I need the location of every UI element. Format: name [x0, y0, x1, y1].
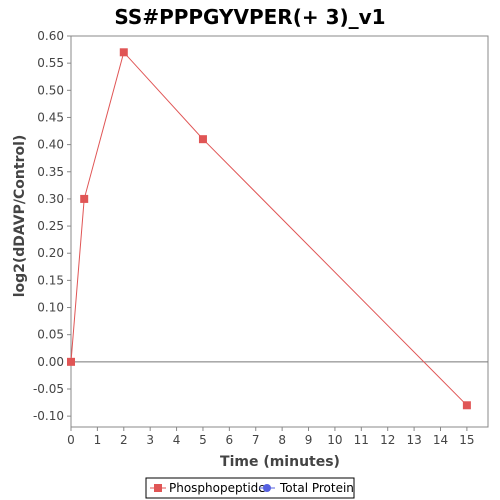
legend-marker-total-protein	[263, 484, 271, 492]
y-tick-label: 0.25	[37, 219, 64, 233]
x-tick-label: 15	[459, 433, 474, 447]
x-tick-label: 11	[354, 433, 369, 447]
y-tick-label: 0.40	[37, 138, 64, 152]
y-tick-label: -0.10	[33, 409, 64, 423]
data-point	[198, 135, 207, 144]
y-tick-label: 0.20	[37, 246, 64, 260]
y-tick-label: 0.60	[37, 29, 64, 43]
legend-label-phosphopeptide: Phosphopeptide	[169, 481, 266, 495]
data-point	[119, 48, 128, 57]
data-point	[462, 401, 471, 410]
y-tick-label: 0.30	[37, 192, 64, 206]
y-tick-label: 0.50	[37, 83, 64, 97]
x-tick-label: 4	[173, 433, 181, 447]
x-tick-label: 12	[380, 433, 395, 447]
y-tick-label: 0.10	[37, 301, 64, 315]
x-tick-label: 13	[406, 433, 421, 447]
x-tick-label: 3	[146, 433, 154, 447]
x-tick-label: 0	[67, 433, 75, 447]
x-tick-label: 6	[226, 433, 234, 447]
legend-box	[145, 477, 355, 499]
y-tick-label: 0.05	[37, 328, 64, 342]
x-tick-label: 8	[278, 433, 286, 447]
x-tick-label: 14	[433, 433, 448, 447]
series-layer	[67, 48, 471, 410]
legend: Phosphopeptide Total Protein	[145, 477, 355, 499]
y-tick-label: 0.00	[37, 355, 64, 369]
plot-area	[70, 35, 489, 428]
y-tick-label: 0.35	[37, 165, 64, 179]
legend-marker-phosphopeptide	[154, 484, 162, 492]
y-tick-label: 0.55	[37, 56, 64, 70]
legend-label-total-protein: Total Protein	[279, 481, 354, 495]
x-tick-label: 7	[252, 433, 260, 447]
x-tick-label: 5	[199, 433, 207, 447]
x-tick-label: 9	[305, 433, 313, 447]
x-tick-label: 1	[94, 433, 102, 447]
y-axis-title: log2(dDAVP/Control)	[12, 135, 28, 298]
x-axis: 0 1 2 3 4 5 6 7 8 9 10 11 12 13 14 15	[67, 427, 475, 447]
chart-title: SS#PPPGYVPER(+ 3)_v1	[114, 5, 385, 29]
x-axis-title: Time (minutes)	[220, 454, 340, 470]
x-tick-label: 10	[327, 433, 342, 447]
x-tick-label: 2	[120, 433, 128, 447]
y-tick-label: -0.05	[33, 382, 64, 396]
y-axis: -0.10 -0.05 0.00 0.05 0.10 0.15 0.20 0.25 0.30 0.…	[33, 29, 71, 423]
y-tick-label: 0.45	[37, 110, 64, 124]
data-point	[80, 194, 89, 203]
y-tick-label: 0.15	[37, 273, 64, 287]
data-point	[67, 357, 75, 366]
